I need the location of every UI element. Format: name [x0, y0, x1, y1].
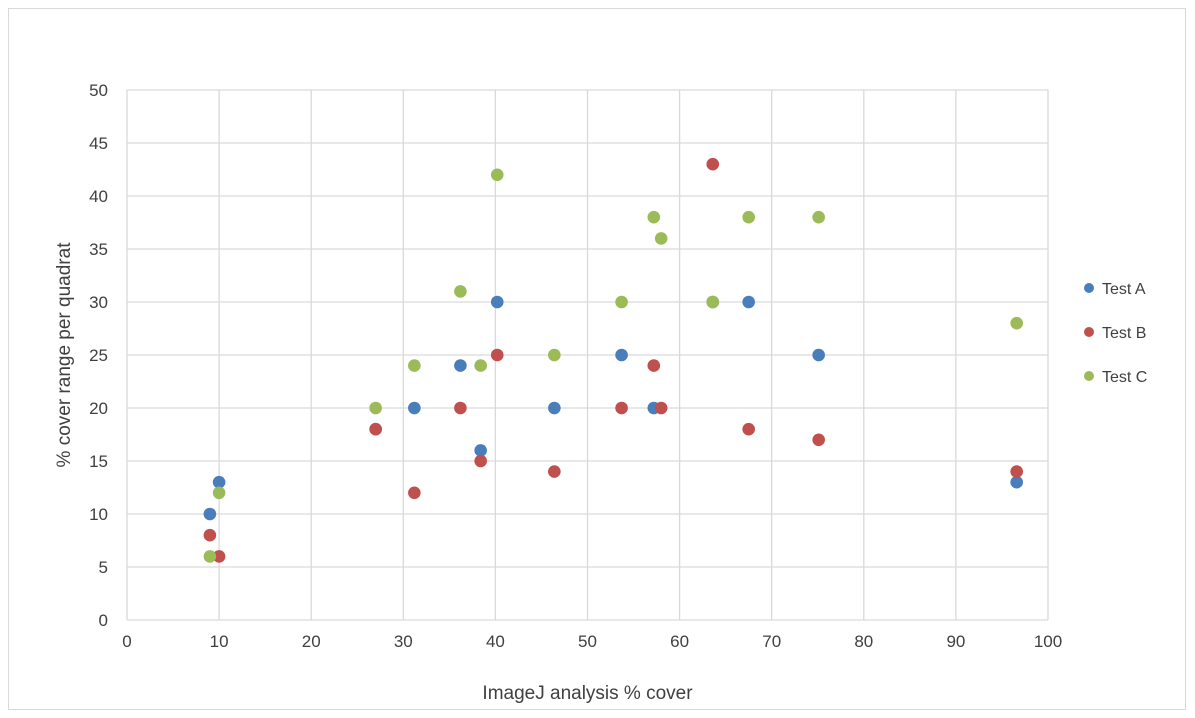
data-point-test-c: [812, 210, 825, 224]
y-tick-label: 10: [89, 505, 108, 524]
data-point-test-a: [812, 348, 825, 362]
data-point-test-a: [203, 507, 217, 521]
y-tick-label: 20: [89, 399, 108, 418]
y-tick-label: 35: [89, 240, 108, 259]
y-axis-ticks: 0 5 10 15 20 25 30 35 40 45 50: [89, 81, 108, 630]
data-point-test-b: [647, 359, 661, 372]
x-tick-label: 70: [762, 632, 781, 651]
data-point-test-b: [548, 465, 561, 478]
legend-label: Test B: [1102, 325, 1146, 342]
y-tick-label: 5: [99, 558, 108, 577]
data-point-test-c: [1010, 316, 1023, 330]
data-point-test-a: [212, 475, 226, 489]
y-tick-label: 25: [89, 346, 108, 365]
x-tick-label: 90: [946, 632, 965, 651]
data-point-test-c: [369, 401, 382, 415]
data-point-test-b: [742, 422, 755, 436]
x-tick-label: 0: [122, 632, 131, 651]
data-point-test-a: [408, 401, 421, 415]
data-point-test-c: [615, 295, 628, 309]
data-point-test-b: [408, 486, 421, 500]
y-tick-label: 0: [99, 611, 108, 630]
x-tick-label: 60: [670, 632, 689, 651]
data-point-test-b: [454, 401, 467, 415]
data-point-test-a: [490, 295, 504, 309]
data-point-test-a: [1010, 475, 1023, 489]
data-point-test-a: [742, 295, 755, 309]
legend-label: Test A: [1102, 281, 1146, 298]
data-point-test-b: [212, 550, 226, 563]
y-tick-label: 50: [89, 81, 108, 100]
x-tick-label: 30: [394, 632, 413, 651]
data-point-test-b: [615, 401, 628, 415]
x-axis-title: ImageJ analysis % cover: [482, 683, 693, 704]
data-point-test-c: [474, 359, 487, 372]
data-points: [203, 157, 1023, 563]
data-point-test-b: [490, 348, 504, 362]
gridlines: [126, 89, 1049, 621]
data-point-test-c: [408, 359, 421, 372]
data-point-test-c: [454, 285, 467, 298]
data-point-test-a: [474, 444, 487, 457]
data-point-test-b: [654, 401, 668, 415]
data-point-test-c: [742, 210, 755, 224]
y-tick-label: 30: [89, 293, 108, 312]
legend-marker: [1084, 371, 1094, 381]
x-tick-label: 100: [1034, 632, 1062, 651]
data-point-test-b: [706, 157, 720, 171]
data-point-test-c: [203, 550, 217, 563]
x-tick-label: 80: [854, 632, 873, 651]
chart-area: [8, 8, 1186, 710]
data-point-test-a: [615, 348, 628, 362]
y-tick-label: 40: [89, 187, 108, 206]
data-point-test-c: [654, 232, 668, 245]
y-tick-label: 45: [89, 134, 108, 153]
data-point-test-a: [454, 359, 467, 372]
data-point-test-c: [490, 168, 504, 182]
data-point-test-b: [474, 454, 487, 468]
data-point-test-b: [369, 422, 382, 436]
data-point-test-c: [548, 348, 561, 362]
data-point-test-b: [1010, 465, 1023, 478]
legend-marker: [1084, 327, 1094, 337]
y-axis-title: % cover range per quadrat: [54, 242, 75, 468]
legend-marker: [1084, 283, 1094, 293]
data-point-test-a: [548, 401, 561, 415]
x-tick-label: 50: [578, 632, 597, 651]
x-tick-label: 40: [486, 632, 505, 651]
x-tick-label: 10: [210, 632, 229, 651]
legend-label: Test C: [1102, 369, 1147, 386]
data-point-test-c: [706, 295, 720, 309]
data-point-test-b: [812, 433, 825, 447]
x-tick-label: 20: [302, 632, 321, 651]
data-point-test-c: [212, 486, 226, 500]
y-tick-label: 15: [89, 452, 108, 471]
legend: Test A Test B Test C: [1084, 281, 1147, 386]
data-point-test-b: [203, 528, 217, 542]
x-axis-ticks: 0 10 20 30 40 50 60 70 80 90 100: [122, 632, 1062, 651]
data-point-test-c: [647, 210, 661, 224]
